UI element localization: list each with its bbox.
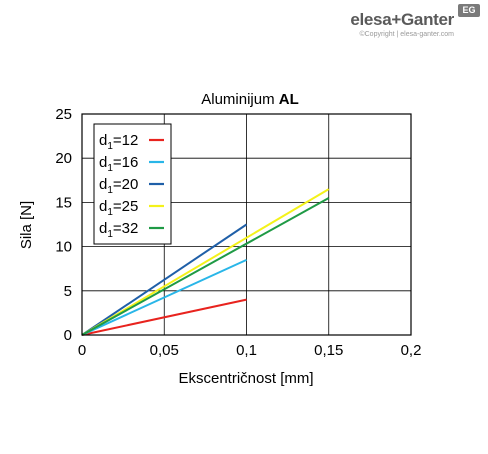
- series-line-20: [81, 223, 248, 336]
- series-line-12: [81, 298, 247, 336]
- x-axis-label: Ekscentričnost [mm]: [178, 370, 313, 387]
- x-tick-label: 0,15: [314, 342, 343, 359]
- y-axis-label: Sila [N]: [18, 201, 35, 249]
- series-line-25: [81, 188, 330, 336]
- series-line-32: [81, 197, 330, 336]
- legend-label: d1=20: [99, 176, 138, 196]
- y-tick-label: 0: [64, 327, 72, 344]
- legend-label: d1=12: [99, 132, 138, 152]
- x-tick-label: 0,05: [150, 342, 179, 359]
- y-tick-label: 20: [55, 150, 72, 167]
- legend-label: d1=16: [99, 154, 138, 174]
- x-tick-label: 0,1: [236, 342, 257, 359]
- brand-logo: elesa+Ganter EG ©Copyright | elesa-gante…: [350, 4, 480, 38]
- brand-copyright: ©Copyright | elesa-ganter.com: [359, 31, 454, 38]
- x-tick-label: 0: [78, 342, 86, 359]
- y-tick-label: 25: [55, 106, 72, 123]
- brand-name: elesa+Ganter: [350, 10, 454, 29]
- brand-badge: EG: [458, 4, 480, 17]
- y-tick-label: 10: [55, 239, 72, 256]
- y-tick-label: 15: [55, 194, 72, 211]
- series-line-16: [81, 258, 247, 336]
- x-tick-label: 0,2: [401, 342, 422, 359]
- tick-labels: 0 0,05 0,1 0,15 0,2 0 5 10 15 20 25: [55, 106, 421, 359]
- plot-frame: [81, 113, 412, 336]
- series-lines: [81, 188, 330, 336]
- chart-title: Aluminijum AL: [201, 91, 299, 108]
- legend-label: d1=25: [99, 198, 138, 218]
- y-tick-label: 5: [64, 283, 72, 300]
- legend-label: d1=32: [99, 220, 138, 240]
